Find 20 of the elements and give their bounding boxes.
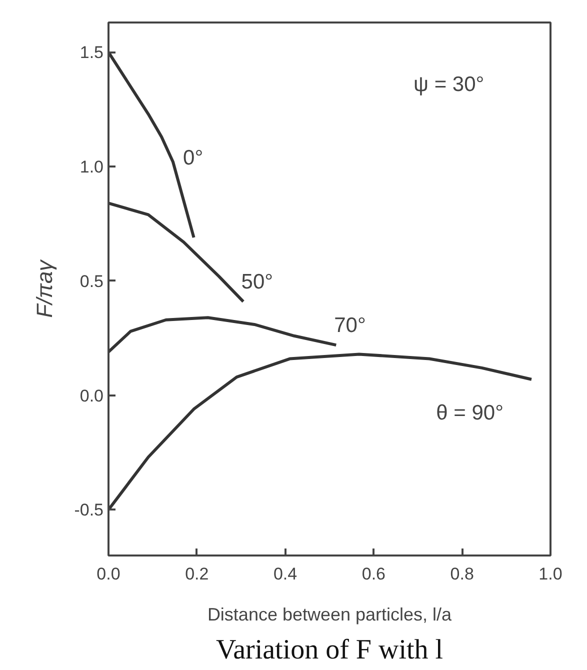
y-tick-label: 0.0 <box>80 386 104 406</box>
x-tick-label: 1.0 <box>538 564 562 584</box>
series-label: 0° <box>183 146 204 170</box>
x-axis-title: Distance between particles, l/a <box>207 604 453 624</box>
series-label: θ = 90° <box>436 401 504 424</box>
x-tick-label: 0.0 <box>96 564 120 584</box>
y-tick-label: 1.0 <box>80 158 104 177</box>
line-series <box>108 352 533 512</box>
text: Variation of F with l <box>216 634 444 666</box>
y-axis-title: F/πaγ <box>32 258 58 318</box>
x-tick-label: 0.4 <box>273 564 298 584</box>
y-tick-label: 1.5 <box>80 43 104 62</box>
x-tick-label: 0.6 <box>362 564 386 584</box>
series-label: 50° <box>241 270 274 294</box>
series-label: 70° <box>334 314 366 338</box>
x-tick-label: 0.2 <box>185 564 209 584</box>
y-tick-label: 0.5 <box>80 272 104 291</box>
y-tick-label: -0.5 <box>74 500 104 520</box>
annotation: ψ = 30° <box>414 72 484 96</box>
x-tick-label: 0.8 <box>450 564 474 584</box>
